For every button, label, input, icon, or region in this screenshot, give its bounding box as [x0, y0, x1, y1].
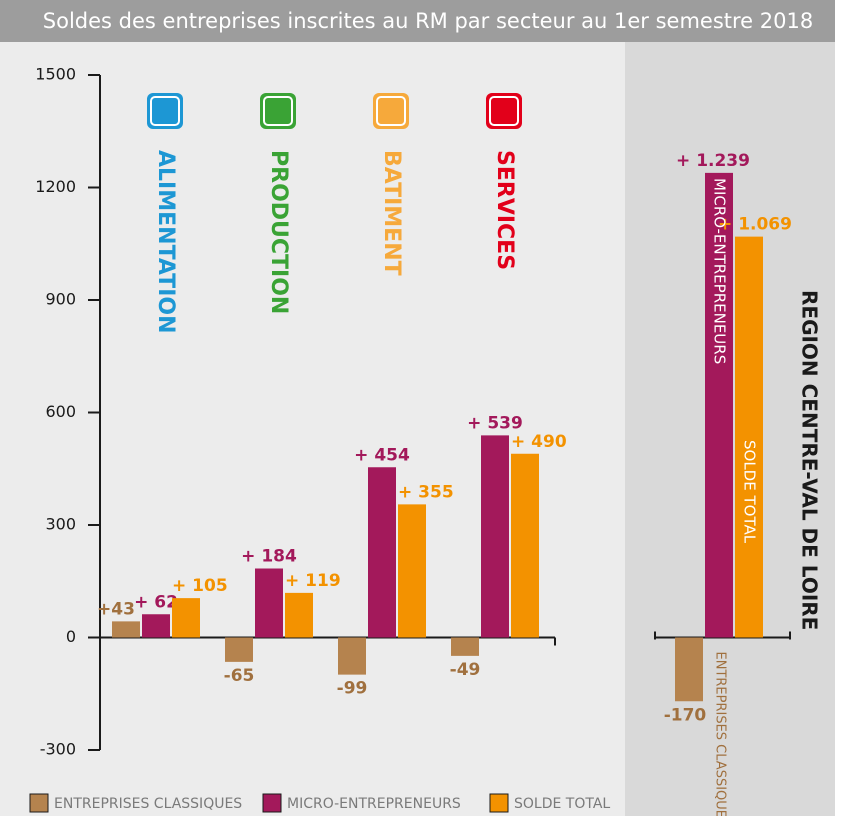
value-label: + 184 — [241, 547, 297, 567]
y-tick-label: 600 — [45, 402, 76, 421]
category-icon — [260, 93, 296, 129]
category-label: PRODUCTION — [266, 150, 291, 314]
category-label: ALIMENTATION — [153, 150, 178, 334]
bar — [368, 467, 396, 638]
legend-label: MICRO-ENTREPRENEURS — [287, 796, 461, 812]
left-panel — [0, 42, 625, 816]
value-label: -65 — [224, 666, 255, 686]
y-tick-label: 1500 — [35, 65, 76, 84]
value-label: -170 — [664, 705, 707, 725]
y-tick-label: 900 — [45, 290, 76, 309]
region-category-label: MICRO-ENTREPRENEURS — [711, 178, 729, 364]
value-label: +43 — [97, 599, 135, 619]
chart-title: Soldes des entreprises inscrites au RM p… — [43, 9, 813, 33]
category-icon-inner — [376, 96, 406, 126]
region-category-label: ENTREPRISES CLASSIQUES — [713, 652, 728, 816]
bar — [481, 435, 509, 638]
legend-label: SOLDE TOTAL — [514, 796, 610, 812]
legend-swatch — [29, 793, 49, 813]
value-label: + 490 — [511, 432, 567, 452]
category-icon-inner — [263, 96, 293, 126]
value-label: + 539 — [467, 413, 523, 433]
bar — [398, 504, 426, 638]
bar — [172, 598, 200, 638]
legend-swatch — [489, 793, 509, 813]
value-label: + 119 — [285, 571, 341, 591]
legend-label: ENTREPRISES CLASSIQUES — [54, 796, 242, 812]
bar — [285, 592, 313, 638]
y-tick-label: -300 — [40, 740, 76, 759]
bar — [511, 453, 539, 638]
value-label: + 355 — [398, 482, 454, 502]
bar — [142, 614, 170, 638]
value-label: + 105 — [172, 576, 228, 596]
bar — [705, 172, 733, 638]
region-category-label: SOLDE TOTAL — [741, 440, 759, 544]
category-label: BATIMENT — [379, 150, 404, 276]
legend-swatch — [262, 793, 282, 813]
bar — [735, 236, 763, 638]
bar — [255, 568, 283, 638]
bar — [225, 637, 253, 662]
bar — [338, 637, 366, 675]
value-label: + 1.069 — [718, 215, 792, 235]
value-label: -99 — [337, 679, 368, 699]
region-title: REGION CENTRE-VAL DE LOIRE — [798, 290, 822, 630]
y-tick-label: 300 — [45, 515, 76, 534]
y-tick-label: 1200 — [35, 177, 76, 196]
category-icon — [486, 93, 522, 129]
bar — [112, 621, 140, 638]
bar — [451, 637, 479, 656]
category-label: SERVICES — [492, 150, 517, 270]
title-bar — [0, 0, 835, 42]
category-icon — [373, 93, 409, 129]
bar — [675, 637, 703, 702]
value-label: + 1.239 — [676, 151, 750, 171]
value-label: + 62 — [134, 592, 178, 612]
y-tick-label: 0 — [66, 627, 76, 646]
category-icon — [147, 93, 183, 129]
category-icon-inner — [489, 96, 519, 126]
category-icon-inner — [150, 96, 180, 126]
value-label: -49 — [450, 660, 481, 680]
value-label: + 454 — [354, 445, 410, 465]
